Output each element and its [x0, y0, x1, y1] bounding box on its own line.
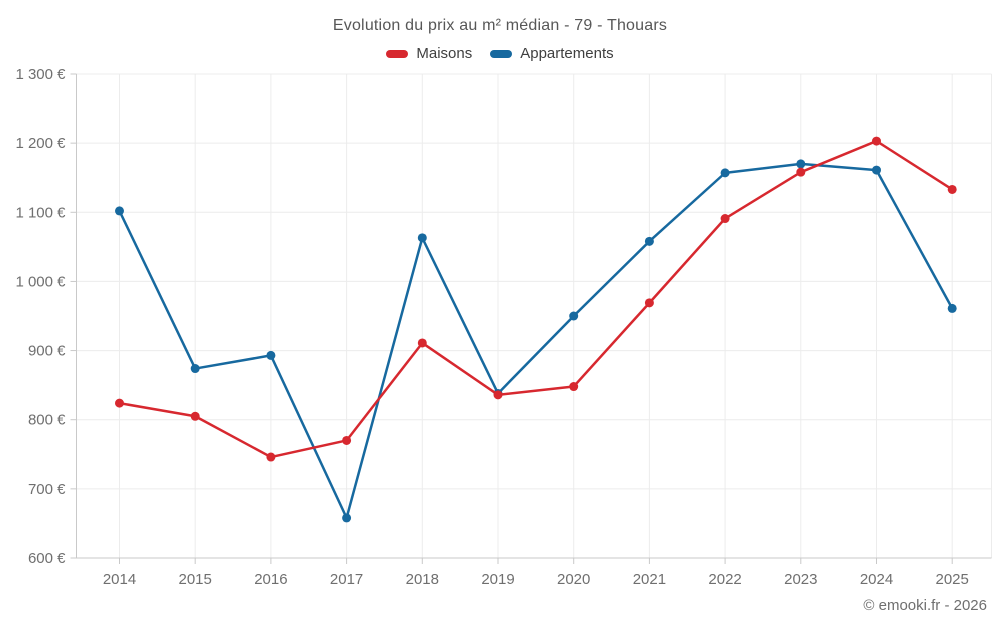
data-point: [115, 206, 124, 216]
x-tick-label: 2015: [179, 571, 212, 588]
data-point: [644, 236, 654, 246]
legend-item-maisons[interactable]: Maisons: [386, 45, 472, 62]
data-point: [493, 390, 503, 400]
y-tick-label: 800 €: [28, 412, 66, 429]
data-point: [342, 435, 352, 445]
data-point: [872, 136, 881, 146]
x-tick-label: 2022: [708, 571, 741, 588]
x-tick-label: 2019: [481, 571, 514, 588]
axes: [76, 74, 992, 559]
x-tick-label: 2024: [860, 571, 893, 588]
y-tick-label: 900 €: [28, 343, 66, 360]
legend: Maisons Appartements: [0, 45, 1000, 62]
data-point: [342, 513, 352, 523]
series-appartements: [115, 159, 957, 523]
copyright: © emooki.fr - 2026: [863, 597, 987, 614]
legend-item-appartements[interactable]: Appartements: [490, 45, 614, 62]
series-line: [118, 139, 954, 459]
x-tick-label: 2025: [936, 571, 969, 588]
series-line: [118, 162, 954, 520]
data-point: [417, 233, 427, 243]
data-point: [417, 338, 427, 348]
x-tick-label: 2016: [254, 571, 287, 588]
data-point: [569, 311, 579, 321]
x-axis-labels: 2014 2015 2016 2017 2018 2019 2020 2021 2022 2023…: [103, 558, 969, 588]
grid-lines: [76, 73, 992, 558]
x-tick-label: 2021: [633, 571, 666, 588]
y-axis-labels: 600 € 700 € 800 € 900 € 1 000 € 1 100 € 1 200 …: [15, 66, 77, 567]
chart-title: Evolution du prix au m² médian - 79 - Th…: [332, 17, 668, 34]
appartements-series-swatch-icon: [490, 49, 513, 58]
y-tick-label: 1 300 €: [15, 66, 66, 83]
y-tick-label: 700 €: [28, 481, 66, 498]
data-point: [569, 382, 579, 392]
data-point: [266, 350, 276, 360]
data-point: [115, 398, 124, 408]
maisons-series-swatch-icon: [386, 49, 409, 58]
x-tick-label: 2014: [103, 571, 136, 588]
y-tick-label: 600 €: [28, 550, 66, 567]
data-point: [644, 298, 654, 308]
data-point: [190, 411, 200, 421]
data-point: [266, 452, 276, 462]
data-point: [947, 184, 957, 194]
x-tick-label: 2017: [330, 571, 363, 588]
legend-item-label: Appartements: [520, 45, 614, 62]
y-tick-label: 1 100 €: [15, 204, 66, 221]
data-point: [796, 159, 806, 169]
data-point: [190, 364, 200, 374]
x-tick-label: 2018: [406, 571, 439, 588]
x-tick-label: 2020: [557, 571, 590, 588]
data-point: [720, 214, 730, 224]
data-point: [720, 168, 730, 178]
y-tick-label: 1 200 €: [15, 135, 66, 152]
series-maisons: [115, 136, 957, 462]
data-point: [947, 303, 957, 313]
data-point: [796, 167, 806, 177]
legend-item-label: Maisons: [416, 45, 473, 62]
y-tick-label: 1 000 €: [15, 273, 66, 290]
x-tick-label: 2023: [784, 571, 817, 588]
data-point: [872, 165, 881, 175]
